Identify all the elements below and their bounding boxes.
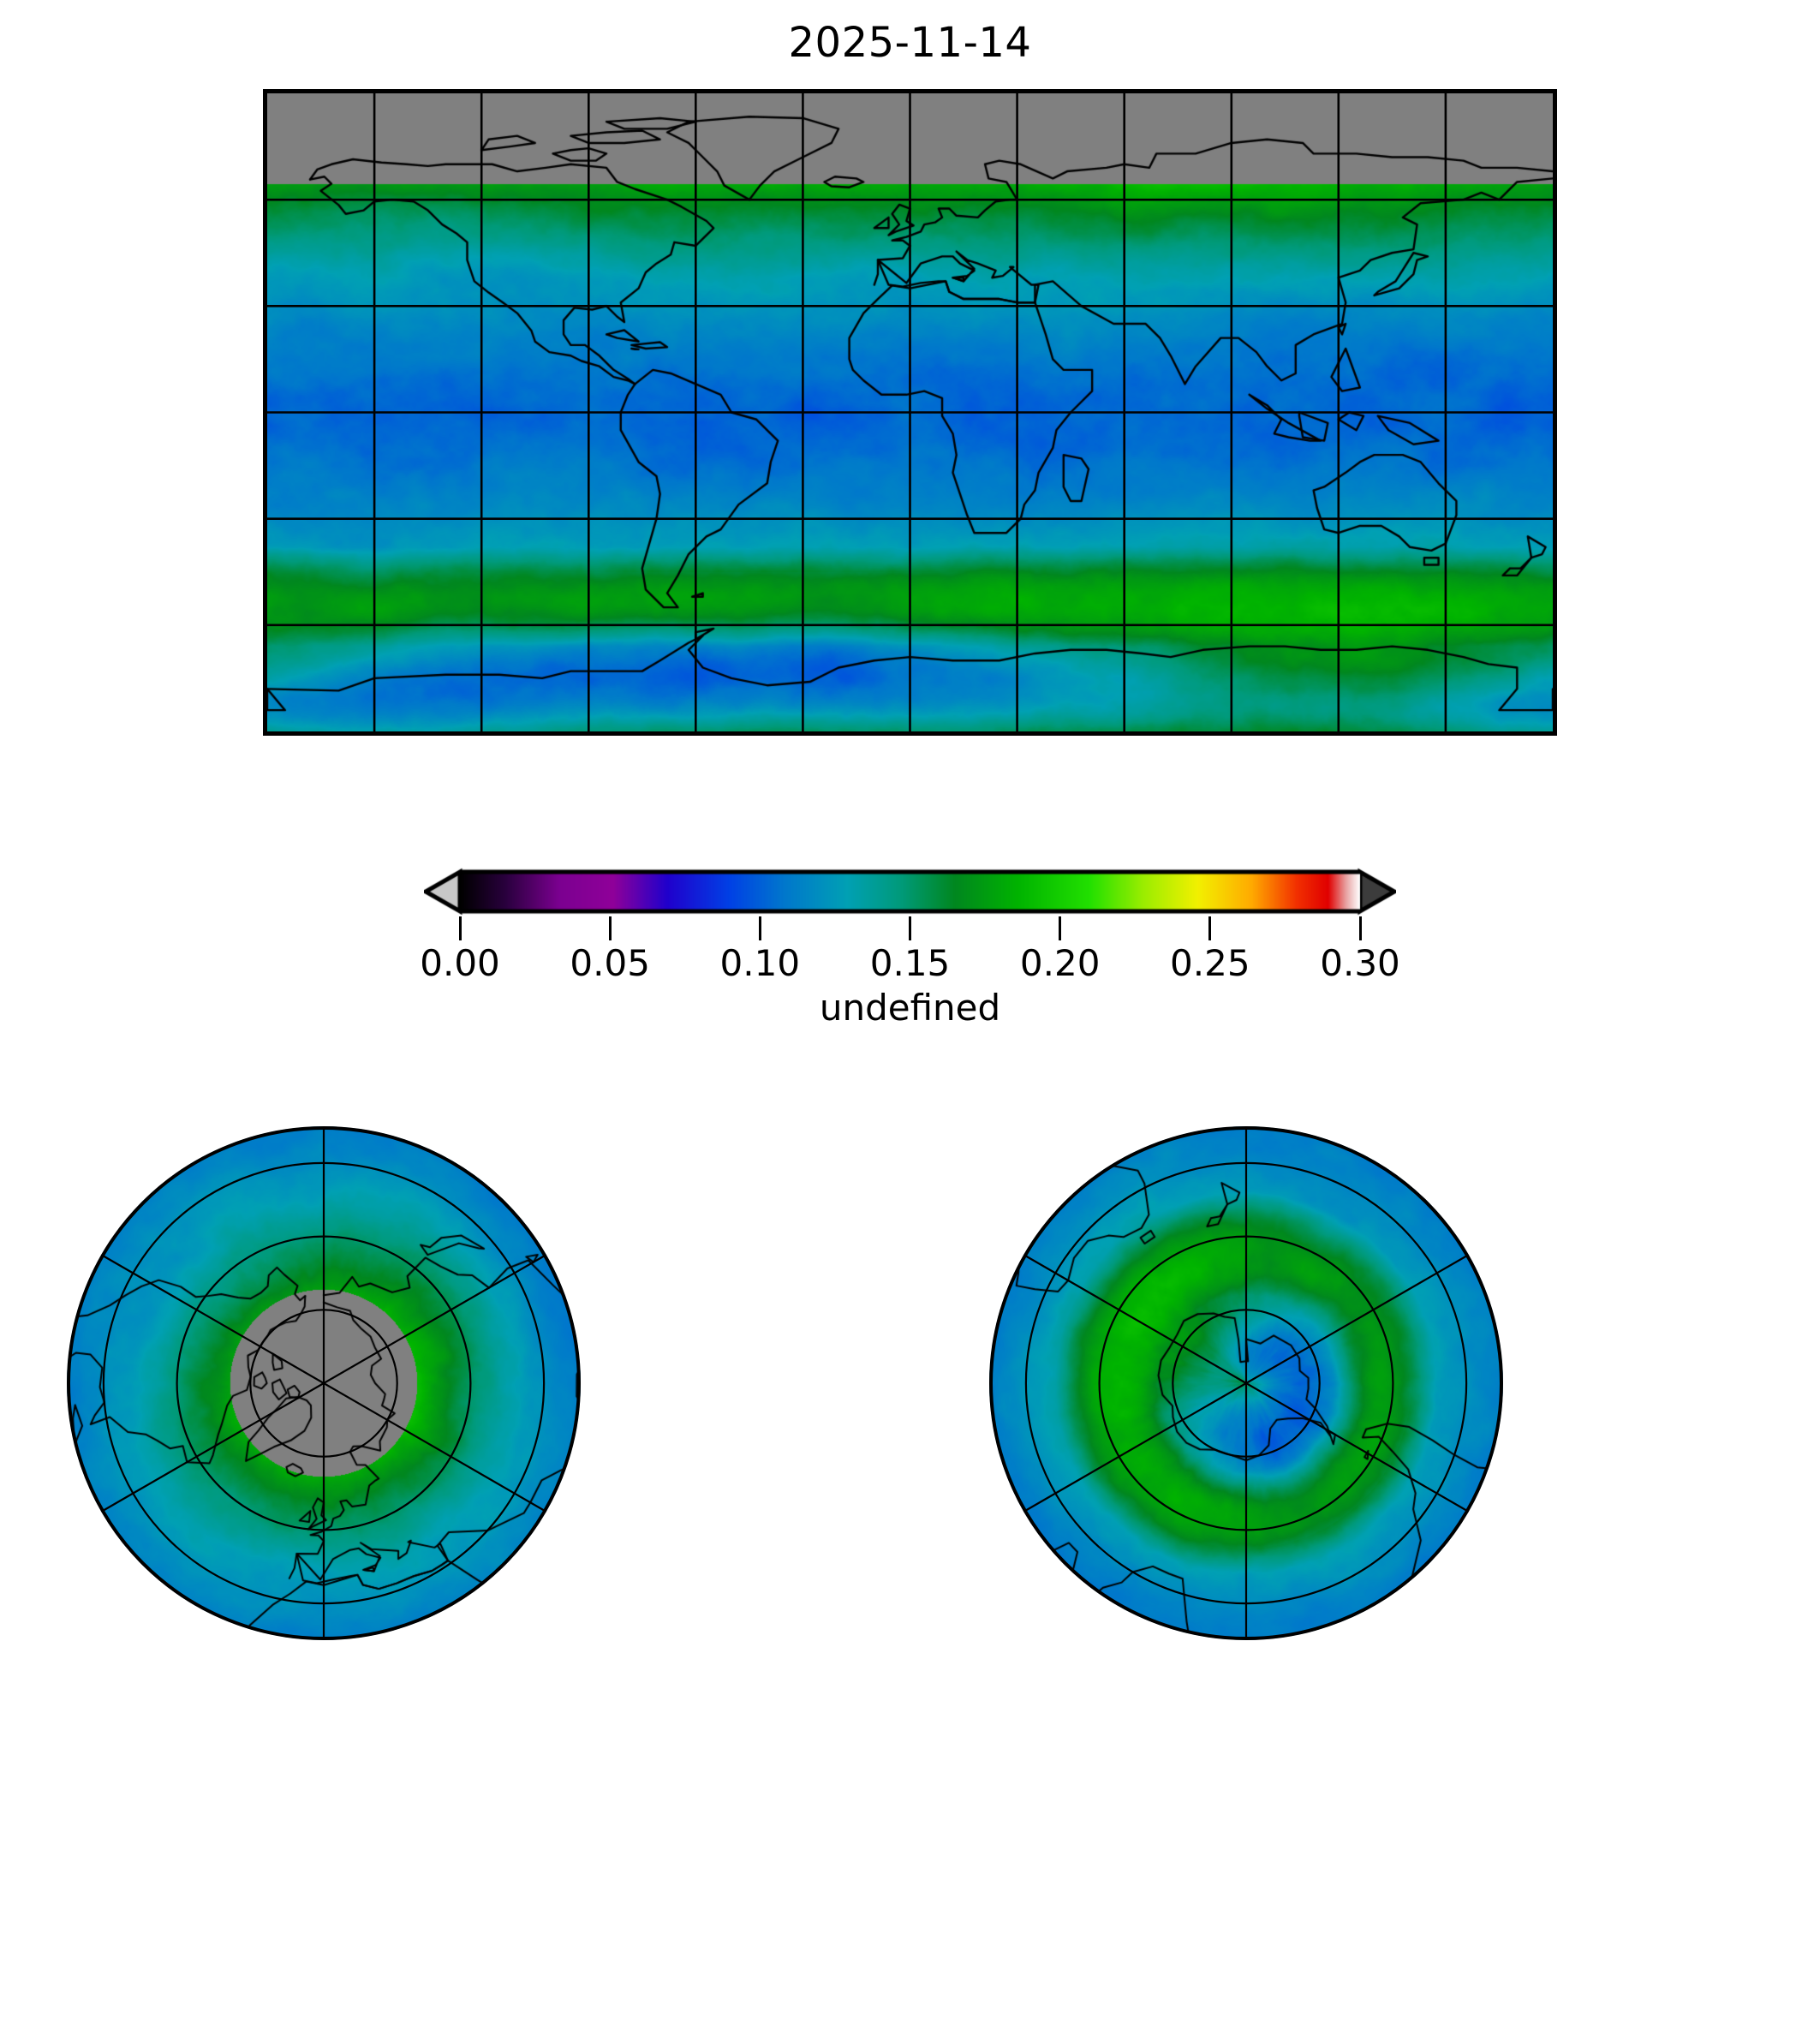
north-polar-panel [67,1126,581,1640]
colorbar-ticklabel: 0.30 [1320,942,1400,984]
colorbar-tickmarks [424,916,1396,942]
colorbar-gradient [424,867,1396,916]
south-polar-panel [989,1126,1503,1640]
colorbar-ticklabel: 0.10 [719,942,801,984]
north-polar-clip [67,1126,581,1640]
north-polar-raster [67,1126,581,1640]
page-title: 2025-11-14 [788,19,1032,67]
colorbar-ticklabel: 0.20 [1019,942,1101,984]
colorbar [424,867,1396,916]
colorbar-ticklabel: 0.15 [869,942,951,984]
global-map-raster [267,93,1553,731]
colorbar-group: 0.00 0.05 0.10 0.15 0.20 0.25 0.30 undefined [0,856,1820,1029]
colorbar-axis-label: undefined [819,987,1001,1029]
global-map-panel [263,89,1557,736]
south-polar-clip [989,1126,1503,1640]
colorbar-tick [1059,916,1062,940]
colorbar-tick [1358,916,1362,940]
colorbar-tick [608,916,612,940]
colorbar-tick [758,916,761,940]
colorbar-tick [909,916,911,940]
colorbar-ticklabel: 0.00 [420,942,500,984]
colorbar-tick [1208,916,1212,940]
colorbar-ticklabel: 0.25 [1170,942,1250,984]
colorbar-ticklabels: 0.00 0.05 0.10 0.15 0.20 0.25 0.30 [420,942,1400,985]
south-polar-raster [989,1126,1503,1640]
colorbar-tick [458,916,462,940]
colorbar-ticklabel: 0.05 [570,942,650,984]
